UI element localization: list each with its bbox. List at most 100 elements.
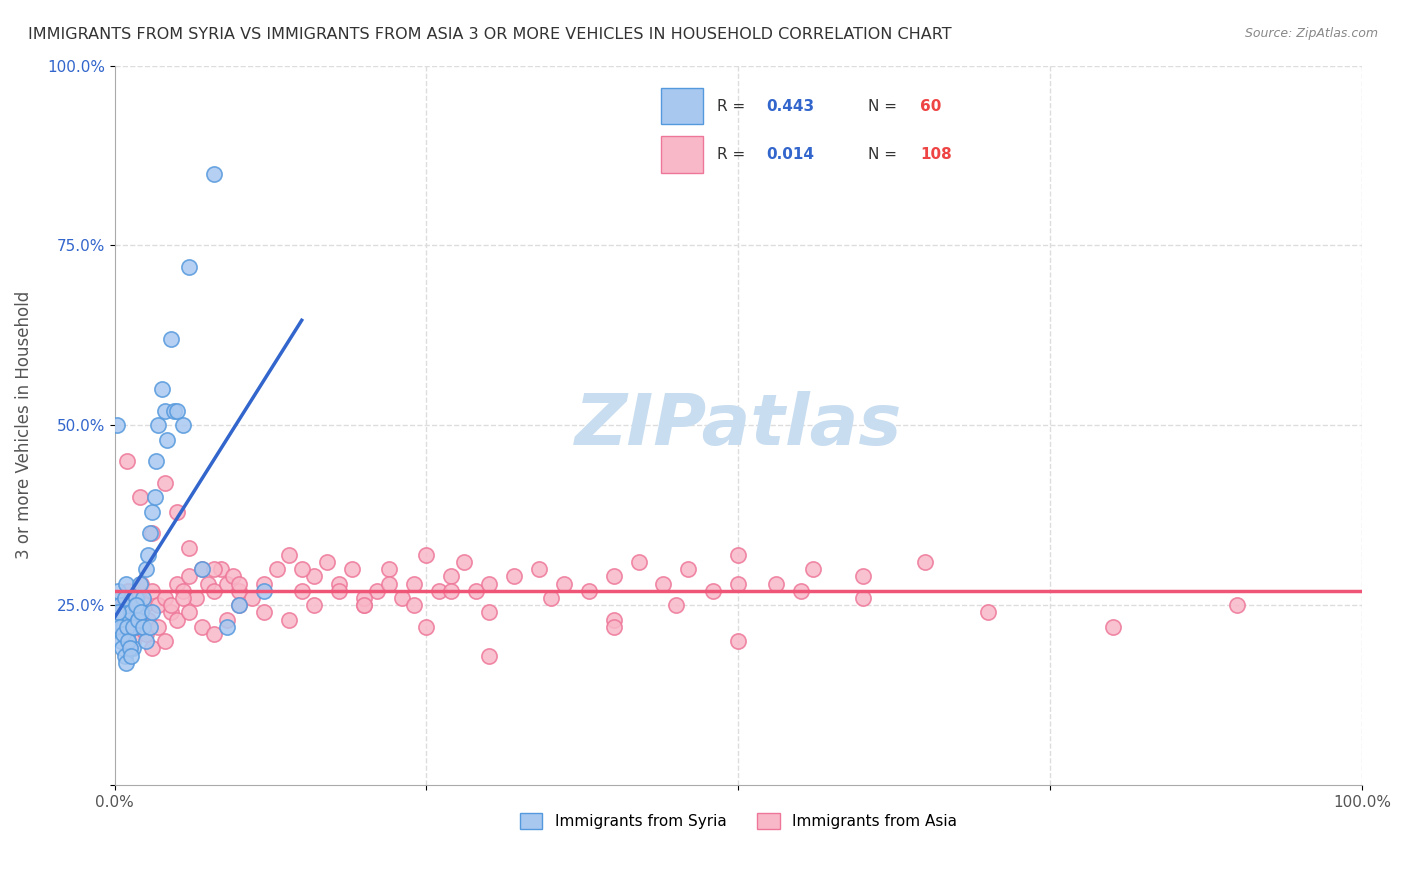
Immigrants from Syria (117, 634, 139, 648)
Immigrants from Asia (665, 598, 688, 612)
Immigrants from Asia (125, 591, 148, 605)
Immigrants from Syria (111, 641, 134, 656)
Immigrants from Asia (209, 562, 232, 576)
Immigrants from Asia (765, 576, 787, 591)
Immigrants from Syria (107, 583, 129, 598)
Immigrants from Syria (163, 404, 186, 418)
Immigrants from Asia (278, 548, 301, 562)
Immigrants from Asia (727, 634, 749, 648)
Immigrants from Asia (553, 576, 575, 591)
Immigrants from Asia (1226, 598, 1249, 612)
Immigrants from Asia (136, 613, 159, 627)
Immigrants from Asia (148, 598, 170, 612)
Immigrants from Syria (117, 634, 139, 648)
Immigrants from Syria (132, 591, 155, 605)
Immigrants from Syria (108, 620, 131, 634)
Immigrants from Asia (278, 613, 301, 627)
Immigrants from Syria (135, 562, 157, 576)
Immigrants from Asia (1101, 620, 1123, 634)
Immigrants from Asia (852, 591, 875, 605)
Immigrants from Asia (415, 620, 437, 634)
Immigrants from Asia (977, 606, 1000, 620)
Immigrants from Syria (179, 260, 201, 274)
Immigrants from Asia (128, 613, 150, 627)
Immigrants from Asia (153, 591, 176, 605)
Immigrants from Asia (122, 634, 145, 648)
Immigrants from Syria (136, 548, 159, 562)
Immigrants from Syria (125, 591, 148, 605)
Immigrants from Syria (115, 627, 138, 641)
Immigrants from Syria (118, 613, 141, 627)
Immigrants from Asia (440, 569, 463, 583)
Immigrants from Asia (110, 606, 132, 620)
Immigrants from Asia (115, 613, 138, 627)
Immigrants from Syria (125, 598, 148, 612)
Immigrants from Asia (202, 562, 225, 576)
Immigrants from Syria (125, 598, 148, 612)
Immigrants from Asia (197, 576, 219, 591)
Immigrants from Asia (141, 583, 163, 598)
Immigrants from Syria (129, 606, 152, 620)
Immigrants from Asia (727, 548, 749, 562)
Immigrants from Asia (402, 598, 425, 612)
Immigrants from Asia (191, 620, 214, 634)
Immigrants from Asia (166, 576, 188, 591)
Immigrants from Syria (150, 383, 173, 397)
Immigrants from Asia (378, 576, 401, 591)
Immigrants from Syria (215, 620, 238, 634)
Immigrants from Asia (115, 606, 138, 620)
Immigrants from Syria (191, 562, 214, 576)
Immigrants from Syria (120, 606, 142, 620)
Immigrants from Asia (159, 598, 181, 612)
Immigrants from Syria (148, 418, 170, 433)
Immigrants from Asia (302, 598, 325, 612)
Immigrants from Asia (440, 583, 463, 598)
Immigrants from Asia (166, 505, 188, 519)
Immigrants from Asia (789, 583, 811, 598)
Immigrants from Syria (135, 634, 157, 648)
Immigrants from Syria (202, 167, 225, 181)
Immigrants from Asia (852, 569, 875, 583)
Immigrants from Asia (578, 583, 600, 598)
Immigrants from Syria (111, 606, 134, 620)
Immigrants from Asia (602, 620, 624, 634)
Immigrants from Asia (153, 634, 176, 648)
Immigrants from Syria (253, 583, 276, 598)
Immigrants from Asia (240, 591, 263, 605)
Immigrants from Asia (141, 526, 163, 541)
Legend: Immigrants from Syria, Immigrants from Asia: Immigrants from Syria, Immigrants from A… (513, 806, 963, 835)
Immigrants from Asia (117, 583, 139, 598)
Immigrants from Syria (228, 598, 250, 612)
Immigrants from Asia (678, 562, 700, 576)
Immigrants from Syria (131, 620, 153, 634)
Immigrants from Asia (378, 562, 401, 576)
Immigrants from Syria (138, 620, 160, 634)
Immigrants from Asia (427, 583, 450, 598)
Immigrants from Asia (602, 613, 624, 627)
Immigrants from Syria (115, 620, 138, 634)
Immigrants from Syria (115, 656, 138, 670)
Immigrants from Asia (159, 606, 181, 620)
Immigrants from Asia (478, 606, 501, 620)
Immigrants from Asia (478, 648, 501, 663)
Immigrants from Asia (141, 641, 163, 656)
Immigrants from Syria (115, 576, 138, 591)
Immigrants from Asia (527, 562, 550, 576)
Immigrants from Asia (179, 541, 201, 555)
Immigrants from Asia (215, 613, 238, 627)
Immigrants from Asia (914, 555, 936, 569)
Immigrants from Asia (502, 569, 524, 583)
Immigrants from Syria (128, 576, 150, 591)
Immigrants from Asia (253, 576, 276, 591)
Immigrants from Asia (602, 569, 624, 583)
Immigrants from Syria (122, 641, 145, 656)
Text: Source: ZipAtlas.com: Source: ZipAtlas.com (1244, 27, 1378, 40)
Immigrants from Asia (366, 583, 388, 598)
Immigrants from Syria (107, 606, 129, 620)
Immigrants from Asia (465, 583, 488, 598)
Immigrants from Asia (172, 591, 194, 605)
Immigrants from Syria (156, 433, 179, 447)
Immigrants from Syria (138, 526, 160, 541)
Immigrants from Asia (128, 491, 150, 505)
Y-axis label: 3 or more Vehicles in Household: 3 or more Vehicles in Household (15, 291, 32, 559)
